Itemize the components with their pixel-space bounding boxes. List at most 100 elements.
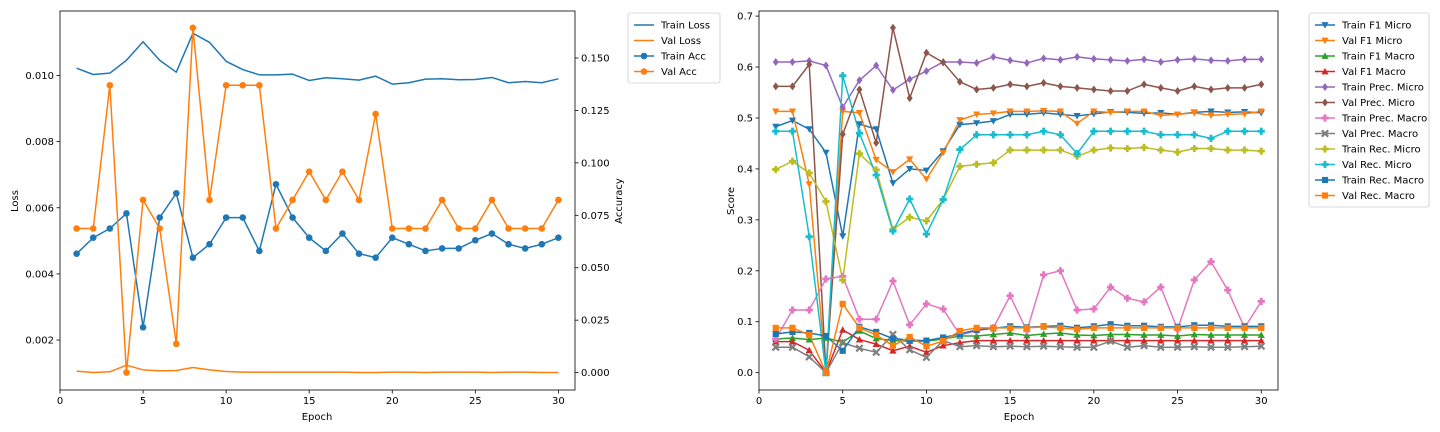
data-point (1258, 324, 1265, 331)
data-point (1257, 147, 1265, 155)
x-tick-label: 20 (386, 396, 399, 407)
y-axis-ticks: 0.0 0.1 0.2 0.3 0.4 0.5 0.6 0.7 (737, 12, 759, 379)
legend-item: Train Prec. Macro (1315, 114, 1427, 125)
series-markers (73, 24, 562, 376)
data-point (1073, 306, 1081, 314)
y-tick-label: 0.0 (737, 368, 753, 379)
legend-label: Train Rec. Macro (1341, 176, 1424, 187)
data-point (1023, 131, 1031, 139)
data-point (956, 327, 964, 335)
data-point (372, 254, 379, 261)
data-point (289, 196, 296, 204)
data-point (1007, 80, 1014, 89)
y-axis-right-ticks: 0.000 0.025 0.050 0.075 0.100 0.125 0.150 (575, 53, 610, 379)
data-point (922, 217, 931, 225)
series-line (775, 329, 1262, 374)
data-point (73, 225, 80, 232)
data-point (1174, 324, 1181, 331)
data-point (822, 149, 830, 157)
legend-marker (1321, 129, 1329, 138)
data-point (1107, 324, 1114, 331)
data-point (1140, 298, 1148, 306)
legend-item: Train Acc (634, 52, 706, 63)
data-point (906, 321, 914, 329)
data-point (772, 82, 779, 91)
data-point (1057, 82, 1064, 91)
data-point (1173, 111, 1182, 119)
data-point (1040, 330, 1048, 337)
data-point (1040, 336, 1048, 344)
data-point (1140, 341, 1149, 350)
data-point (989, 342, 998, 351)
data-point (1207, 112, 1215, 120)
data-point (772, 123, 780, 131)
x-tick-label: 5 (140, 396, 146, 407)
data-point (889, 335, 897, 342)
data-point (806, 60, 813, 69)
x-axis-label: Epoch (302, 412, 333, 423)
data-point (1140, 143, 1148, 152)
data-point (956, 121, 964, 129)
data-point (922, 230, 931, 238)
data-point (872, 126, 880, 133)
data-point (1040, 323, 1047, 330)
data-point (939, 195, 947, 204)
data-point (1022, 342, 1031, 351)
data-point (1106, 109, 1115, 116)
data-point (1090, 336, 1098, 344)
data-point (222, 214, 230, 221)
data-point (839, 108, 847, 115)
data-point (889, 23, 896, 32)
data-point (355, 250, 363, 257)
data-point (872, 315, 880, 323)
data-point (805, 233, 813, 241)
y-tick-label: 0.004 (25, 269, 54, 280)
legend-item: Train Rec. Micro (1315, 145, 1421, 156)
data-point (1224, 324, 1231, 331)
data-point (772, 57, 779, 66)
data-point (973, 160, 981, 168)
data-point (906, 166, 914, 173)
data-point (322, 196, 330, 204)
y-tick-label: 0.6 (737, 63, 753, 74)
data-point (1157, 324, 1164, 331)
data-point (839, 130, 846, 139)
data-point (1056, 131, 1064, 139)
data-point (839, 233, 847, 240)
data-point (973, 120, 981, 127)
legend-marker (1321, 114, 1329, 122)
data-point (1157, 331, 1165, 338)
x-tick-label: 20 (1087, 396, 1100, 407)
data-point (839, 300, 846, 308)
data-point (1224, 111, 1232, 119)
data-point (106, 81, 114, 89)
data-point (1123, 343, 1132, 352)
series-line (775, 333, 1262, 374)
data-point (1007, 56, 1014, 65)
legend-label: Train Prec. Macro (1341, 114, 1427, 125)
legend-label: Train F1 Macro (1341, 52, 1415, 63)
legend-label: Train Acc (660, 52, 706, 63)
series-lines (76, 27, 560, 374)
data-point (1257, 108, 1265, 115)
data-point (1023, 146, 1031, 154)
data-point (1089, 343, 1098, 352)
data-point (788, 334, 797, 341)
y-tick-label: 0.002 (25, 336, 54, 347)
data-point (822, 61, 829, 70)
data-point (789, 82, 796, 91)
legend-item: Train F1 Micro (1315, 21, 1411, 32)
data-point (1057, 324, 1064, 331)
data-point (806, 331, 813, 339)
data-point (1106, 144, 1115, 152)
legend-marker (1321, 160, 1329, 169)
y-right-tick-label: 0.050 (581, 263, 610, 274)
data-point (305, 168, 313, 175)
data-point (856, 85, 863, 94)
data-point (1207, 258, 1215, 266)
data-point (472, 225, 479, 232)
data-point (405, 240, 413, 248)
data-point (873, 331, 880, 339)
data-point (355, 196, 363, 204)
data-point (872, 166, 880, 174)
